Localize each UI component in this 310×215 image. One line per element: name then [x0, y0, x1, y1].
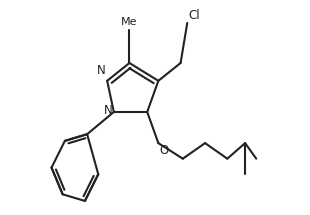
Text: N: N — [104, 104, 113, 117]
Text: N: N — [97, 64, 106, 77]
Text: Me: Me — [121, 17, 138, 27]
Text: O: O — [159, 144, 169, 157]
Text: Cl: Cl — [188, 9, 200, 22]
